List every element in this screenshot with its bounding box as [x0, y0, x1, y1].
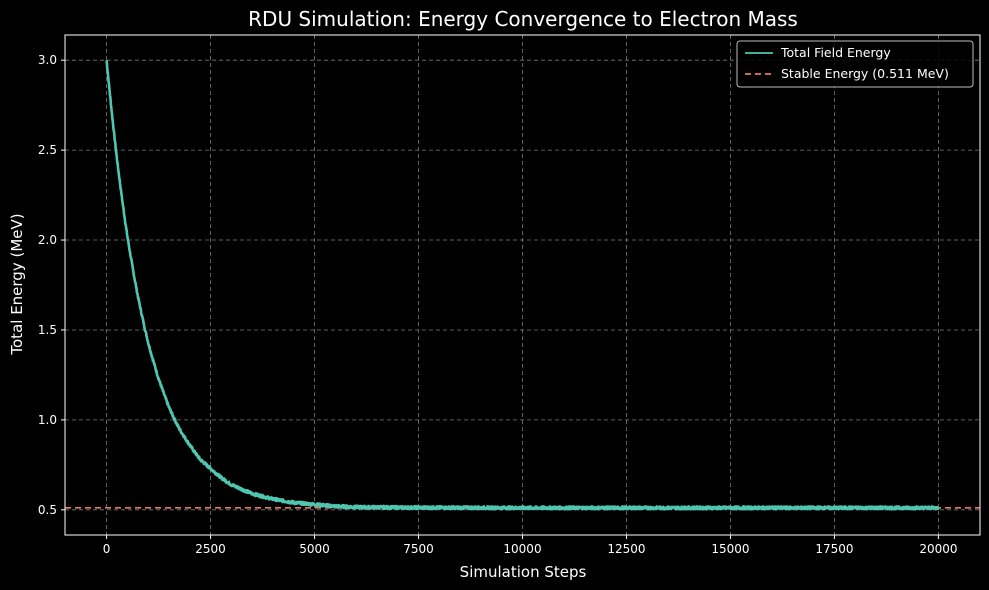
- x-tick-label: 12500: [607, 542, 645, 556]
- y-tick-label: 1.0: [38, 413, 57, 427]
- legend-box: [736, 40, 974, 88]
- legend-label-stable-energy: Stable Energy (0.511 MeV): [781, 66, 949, 81]
- legend-label-total-field-energy: Total Field Energy: [780, 45, 891, 60]
- x-tick-label: 2500: [195, 542, 226, 556]
- y-axis-ticks: 0.5 1.0 1.5 2.0 2.5 3.0: [38, 53, 65, 517]
- chart-title: RDU Simulation: Energy Convergence to El…: [248, 7, 798, 31]
- total-field-energy-line: [105, 60, 940, 511]
- y-axis-label: Total Energy (MeV): [8, 213, 26, 355]
- x-tick-label: 20000: [919, 542, 957, 556]
- y-tick-label: 3.0: [38, 53, 57, 67]
- y-tick-label: 1.5: [38, 323, 57, 337]
- x-axis-label: Simulation Steps: [460, 563, 587, 581]
- x-tick-label: 0: [103, 542, 111, 556]
- y-tick-label: 2.5: [38, 143, 57, 157]
- legend: Total Field Energy Stable Energy (0.511 M…: [736, 40, 974, 88]
- x-tick-label: 7500: [403, 542, 434, 556]
- series-layer: [65, 60, 980, 511]
- x-tick-label: 15000: [711, 542, 749, 556]
- x-tick-label: 10000: [503, 542, 541, 556]
- y-tick-label: 0.5: [38, 503, 57, 517]
- y-tick-label: 2.0: [38, 233, 57, 247]
- x-axis-ticks: 0 2500 5000 7500 10000 12500 15000 17500 20000: [103, 535, 958, 556]
- x-tick-label: 17500: [815, 542, 853, 556]
- x-tick-label: 5000: [299, 542, 330, 556]
